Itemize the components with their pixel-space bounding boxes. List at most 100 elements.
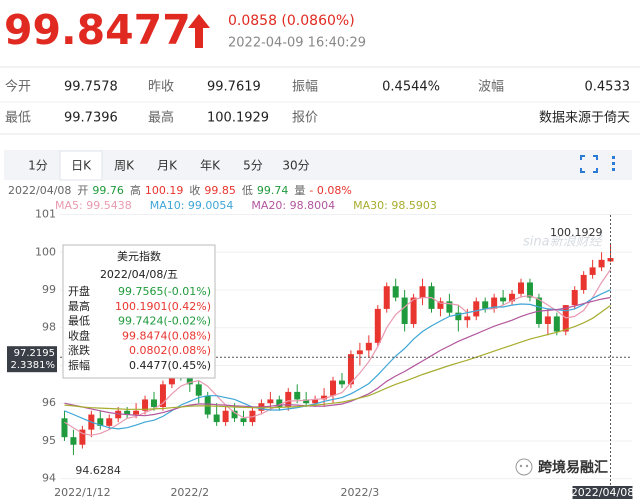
up-arrow	[188, 14, 210, 48]
y-tick-label: 95	[42, 434, 56, 447]
candle-body	[482, 301, 489, 309]
fullscreen-icon[interactable]	[580, 155, 598, 173]
tooltip-label: 最低	[68, 315, 90, 328]
y-tick-label: 100	[35, 245, 56, 258]
candle-body	[276, 399, 283, 407]
max-annotation: 100.1929	[550, 226, 603, 239]
candle-body	[124, 410, 131, 415]
candle-body	[204, 395, 211, 415]
tab[interactable]: 30分	[282, 159, 309, 173]
tooltip-value: 99.8474(0.08%)	[122, 329, 211, 342]
candle-body	[186, 373, 193, 385]
info-label: 量	[294, 184, 305, 197]
candle-body	[106, 418, 113, 426]
candle-body	[553, 316, 560, 332]
tooltip-label: 振幅	[68, 358, 90, 372]
y-tick-label: 101	[35, 208, 56, 221]
candle-body	[356, 350, 363, 355]
info-label: 高	[130, 183, 141, 197]
candle-body	[330, 380, 337, 396]
stat-label: 最低	[5, 111, 31, 126]
y-tick-label: 99	[42, 283, 56, 296]
info-label: 开	[77, 184, 88, 197]
candle-body	[159, 384, 166, 407]
x-label-box	[572, 486, 633, 499]
x-tick-label: 2022/2	[170, 486, 209, 499]
candle-body	[526, 282, 533, 298]
info-label: 收	[189, 183, 200, 197]
tooltip-label: 收盘	[68, 328, 90, 342]
y-tick-label: 94	[42, 472, 56, 485]
crosshair-change: 2.3381%	[11, 360, 56, 371]
candle-body	[347, 354, 354, 385]
candle-body	[338, 380, 345, 385]
candle-body	[383, 286, 390, 309]
account-name: 跨境易融汇	[538, 459, 608, 476]
stat-label: 最高	[148, 110, 174, 126]
price: 99.8477	[4, 6, 191, 54]
stat-value: 99.7396	[64, 111, 118, 126]
info-date: 2022/04/08	[8, 184, 71, 197]
candle-body	[222, 410, 229, 423]
tooltip-value: 100.1901(0.42%)	[115, 300, 211, 313]
candle-body	[115, 410, 122, 419]
candle-body	[446, 301, 453, 313]
settings-icon[interactable]	[612, 156, 615, 171]
candle-body	[142, 399, 149, 411]
tooltip-label: 最高	[68, 299, 90, 313]
tooltip-date: 2022/04/08/五	[100, 268, 178, 281]
candle-body	[213, 414, 220, 423]
ma-line	[64, 296, 611, 417]
stat-label: 昨收	[148, 80, 174, 95]
candle-body	[473, 301, 480, 317]
min-annotation: 94.6284	[75, 464, 121, 477]
tab[interactable]: 月K	[157, 159, 178, 173]
stat-value: 数据来源于倚天	[539, 111, 630, 126]
candle-body	[392, 286, 399, 298]
tooltip-title: 美元指数	[117, 249, 161, 263]
candle-body	[365, 342, 372, 351]
candle-body	[589, 267, 596, 275]
candle-body	[231, 410, 238, 419]
candle-body	[464, 316, 471, 321]
candle-body	[410, 297, 417, 324]
candle-body	[267, 399, 274, 404]
x-tick-label: 2022/04/08	[571, 486, 634, 499]
candle-body	[437, 301, 444, 309]
tab[interactable]: 1分	[28, 159, 48, 173]
stat-label: 振幅	[292, 80, 318, 95]
candle-body	[61, 418, 68, 438]
candle-body	[240, 418, 247, 423]
tooltip-value: 99.7565(-0.01%)	[118, 285, 211, 298]
stat-value: 0.4533	[585, 80, 631, 95]
candle-body	[491, 297, 498, 309]
tooltip-box	[62, 244, 216, 379]
legend-entry: MA10: 99.0054	[150, 199, 234, 212]
wechat-badge: 跨境易融汇	[515, 458, 608, 476]
legend-entry: MA30: 98.5903	[353, 199, 437, 212]
candle-body	[518, 282, 525, 294]
stat-label: 报价	[292, 111, 318, 126]
y-tick-label: 96	[42, 396, 56, 409]
candle-body	[580, 274, 587, 291]
info-label: 低	[242, 184, 253, 197]
crosshair-box	[7, 346, 57, 373]
tab[interactable]: 5分	[243, 159, 263, 173]
candle-body	[571, 290, 578, 306]
active-tab	[59, 150, 103, 181]
ma-line	[64, 289, 611, 430]
info-value: 100.19	[145, 184, 184, 197]
info-value: 99.76	[92, 184, 124, 197]
tab-bar	[4, 150, 632, 180]
stat-value: 99.7578	[64, 80, 118, 95]
stat-value: 99.7619	[207, 80, 261, 95]
tab[interactable]: 日K	[71, 159, 92, 173]
stat-label: 今开	[5, 79, 31, 95]
candle-body	[312, 399, 319, 404]
tooltip-value: 0.4477(0.45%)	[129, 359, 211, 372]
y-tick-label: 98	[42, 321, 56, 334]
tab[interactable]: 周K	[114, 159, 135, 173]
legend-entry: MA20: 98.8004	[251, 199, 335, 212]
tab[interactable]: 年K	[200, 159, 221, 173]
x-tick-label: 2022/1/12	[54, 486, 110, 499]
